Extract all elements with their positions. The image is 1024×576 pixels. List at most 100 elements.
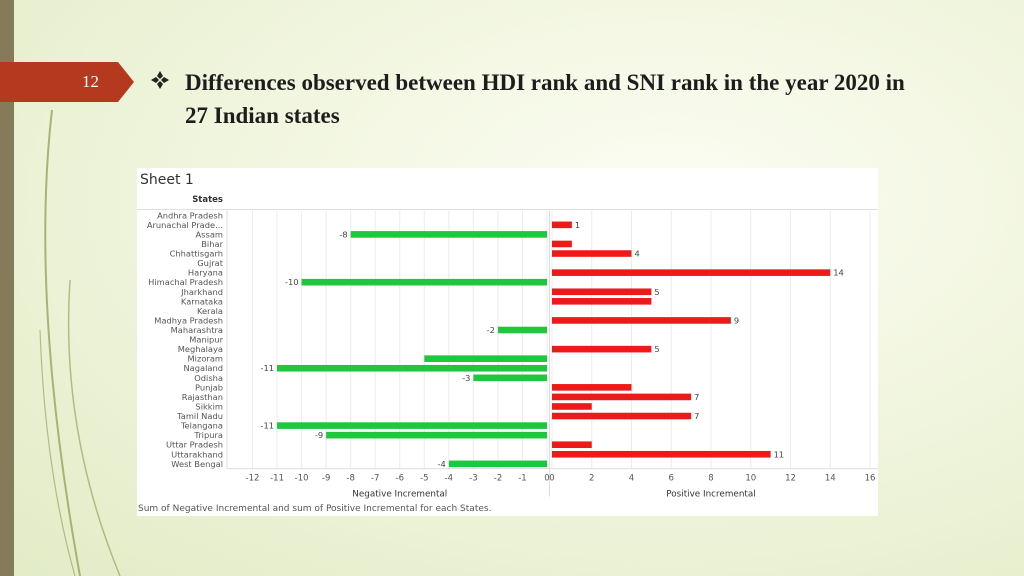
negative-data-label: -3	[462, 373, 470, 383]
category-label: Jharkhand	[180, 287, 223, 297]
positive-data-label: 5	[654, 344, 659, 354]
positive-bar	[552, 298, 652, 305]
category-label: Odisha	[194, 373, 223, 383]
pos-tick-label: 12	[785, 474, 796, 484]
neg-tick-label: -11	[270, 474, 284, 484]
positive-bar	[552, 250, 632, 257]
category-label: Assam	[196, 229, 224, 239]
category-label: Maharashtra	[171, 325, 223, 335]
negative-data-label: -11	[260, 363, 274, 373]
category-label: Chhattisgarh	[170, 249, 223, 259]
neg-tick-label: -3	[469, 474, 477, 484]
category-label: Tripura	[193, 430, 223, 440]
positive-bar	[552, 269, 831, 276]
positive-bar	[552, 317, 731, 324]
positive-data-label: 14	[833, 268, 844, 278]
negative-bar	[424, 355, 547, 362]
pos-tick-label: 8	[708, 474, 713, 484]
positive-data-label: 9	[734, 315, 739, 325]
positive-data-label: 7	[694, 392, 699, 402]
positive-bar	[552, 412, 692, 420]
category-label: Karnataka	[181, 296, 223, 306]
neg-tick-label: -6	[396, 474, 404, 484]
positive-bar	[552, 450, 771, 458]
positive-data-label: 1	[575, 220, 580, 230]
positive-bar	[552, 345, 652, 353]
category-label: Madhya Pradesh	[154, 315, 223, 325]
negative-data-label: -9	[315, 430, 323, 440]
diamond-bullet-icon	[151, 71, 169, 89]
neg-tick-label: -7	[371, 474, 379, 484]
negative-data-label: -4	[438, 459, 446, 469]
positive-bar	[552, 384, 632, 391]
negative-bar	[350, 231, 547, 238]
negative-bar	[277, 364, 547, 372]
category-label: Uttar Pradesh	[166, 440, 223, 450]
category-label: Manipur	[189, 335, 223, 345]
category-label: Punjab	[195, 382, 223, 392]
pos-tick-label: 14	[825, 474, 836, 484]
negative-bar	[326, 431, 547, 439]
negative-bar	[497, 326, 547, 334]
pos-tick-label: 4	[629, 474, 634, 484]
category-label: Rajasthan	[182, 392, 223, 402]
chart-panel: Sheet 1 States Andhra Pradesh Arunachal Pr…	[137, 168, 878, 516]
category-label: Andhra Pradesh	[157, 210, 223, 220]
neg-tick-label: -2	[494, 474, 502, 484]
row-header: States	[192, 195, 223, 205]
category-label: Mizoram	[188, 354, 223, 364]
negative-bar	[448, 460, 547, 468]
negative-data-label: -8	[339, 229, 347, 239]
negative-data-label: -10	[285, 277, 299, 287]
left-decor-strip	[0, 0, 14, 576]
neg-tick-label: 0	[544, 474, 549, 484]
slide-number-arrow	[118, 62, 134, 102]
positive-data-label: 11	[774, 449, 785, 459]
neg-tick-label: -1	[518, 474, 526, 484]
positive-data-label: 7	[694, 411, 699, 421]
positive-bar	[552, 403, 592, 410]
slide-number: 12	[82, 72, 99, 91]
positive-data-label: 4	[635, 249, 640, 259]
pos-tick-label: 2	[589, 474, 594, 484]
positive-data-label: 5	[654, 287, 659, 297]
neg-tick-label: -4	[445, 474, 453, 484]
category-label: Tamil Nadu	[176, 411, 223, 421]
negative-bar	[301, 278, 547, 286]
neg-tick-label: -12	[246, 474, 260, 484]
positive-bar	[552, 288, 652, 296]
category-label: Telangana	[180, 421, 223, 431]
chart-caption: Sum of Negative Incremental and sum of P…	[138, 504, 492, 514]
neg-tick-label: -8	[346, 474, 354, 484]
positive-bar	[552, 240, 572, 248]
negative-bar	[473, 374, 547, 382]
pos-tick-label: 10	[745, 474, 756, 484]
positive-bar	[552, 221, 572, 229]
category-label: Bihar	[201, 239, 223, 249]
positive-bar	[552, 441, 592, 449]
pos-axis-title: Positive Incremental	[666, 490, 755, 500]
pos-tick-label: 16	[865, 474, 876, 484]
category-label: Kerala	[197, 306, 223, 316]
positive-bar	[552, 393, 692, 401]
neg-tick-label: -10	[295, 474, 309, 484]
category-label: Meghalaya	[178, 344, 223, 354]
negative-data-label: -11	[260, 421, 274, 431]
category-label: Himachal Pradesh	[148, 277, 223, 287]
neg-axis-title: Negative Incremental	[352, 490, 447, 500]
slide-title: Differences observed between HDI rank an…	[185, 70, 905, 128]
category-label: Nagaland	[183, 363, 223, 373]
pos-tick-label: 0	[549, 474, 554, 484]
slide-number-tab	[0, 62, 118, 102]
category-label: Arunachal Prade...	[147, 220, 223, 230]
negative-data-label: -2	[487, 325, 495, 335]
category-label: Sikkim	[195, 401, 223, 411]
category-label: West Bengal	[171, 459, 223, 469]
negative-bar	[277, 422, 547, 429]
neg-tick-label: -9	[322, 474, 330, 484]
pos-tick-label: 6	[669, 474, 674, 484]
category-label: Haryana	[188, 268, 223, 278]
category-label: Gujrat	[197, 258, 223, 268]
category-label: Uttarakhand	[171, 449, 223, 459]
